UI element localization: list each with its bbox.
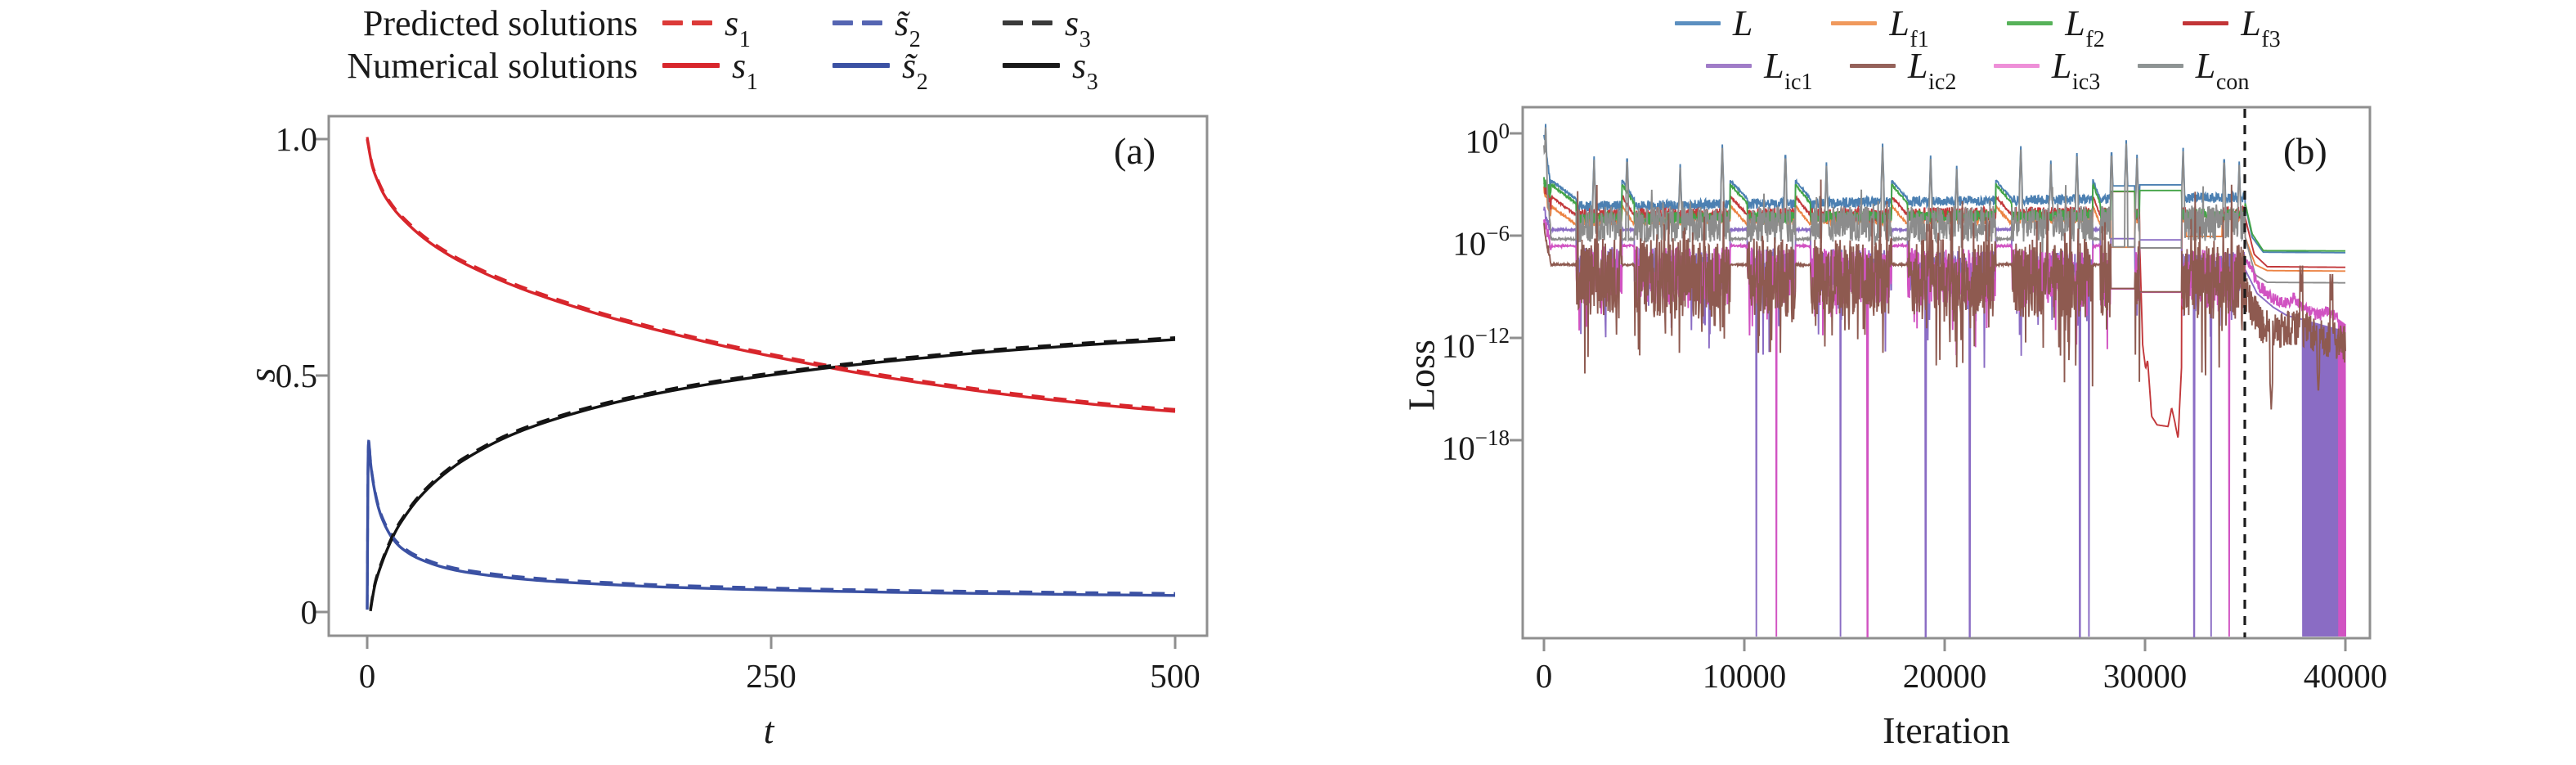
plot-b-frame [1521, 106, 2372, 640]
legend-label: s1 [732, 45, 758, 96]
dashed-line-swatch [1003, 20, 1052, 25]
legend-label: L [1732, 2, 1753, 43]
series-line [366, 138, 1176, 413]
legend-label: s̃2 [902, 45, 928, 96]
legend-label: Lic1 [1764, 45, 1813, 96]
legend-item-Lf1: Lf1 [1831, 2, 1929, 53]
dashed-line-swatch [662, 20, 712, 25]
plot-a-ytick-label-1.0: 1.0 [275, 120, 317, 158]
dashed-line-swatch [832, 20, 882, 25]
solid-line-swatch [662, 63, 720, 68]
legend-item-s3-predicted: s3 [1003, 2, 1173, 53]
solid-line-swatch [1706, 63, 1752, 68]
legend-title-predicted: Predicted solutions [362, 2, 638, 43]
plot-b-xtick-label-40000: 40000 [2303, 657, 2388, 695]
plot-a-curves [366, 137, 1176, 612]
legend-item-s1-numerical: s1 [662, 45, 832, 96]
series-line [366, 438, 1176, 608]
legend-item-Lic2: Lic2 [1849, 45, 1957, 96]
solid-line-swatch [1831, 20, 1878, 25]
plot-b-ytick-label-1e-12: 10−12 [1441, 322, 1510, 365]
plot-a-xtick-label-250: 250 [746, 657, 797, 695]
legend-label: Lf2 [2065, 2, 2105, 53]
legend-b-row-1: L Lf1 Lf2 Lf3 [1585, 2, 2370, 53]
solid-line-swatch [1993, 63, 2040, 68]
legend-b-row-2: Lic1 Lic2 Lic3 Lcon [1585, 44, 2370, 96]
plot-b-ylabel: Loss [1400, 340, 1443, 411]
legend-item-Lic1: Lic1 [1706, 45, 1813, 96]
plot-b-ytick-label-1e-6: 10−6 [1452, 220, 1510, 263]
legend-item-Lcon: Lcon [2137, 45, 2250, 96]
legend-item-Lf3: Lf3 [2183, 2, 2281, 53]
plot-b-ytick-label-1e-18: 10−18 [1441, 425, 1510, 467]
series-line [369, 336, 1176, 610]
series-line [369, 338, 1176, 612]
series-line [1543, 179, 2346, 410]
plot-b-annotation: (b) [2283, 130, 2327, 172]
plot-b-xtick-label-0: 0 [1535, 657, 1553, 695]
plot-a-xtick-label-500: 500 [1150, 657, 1200, 695]
legend-label: Lcon [2195, 45, 2250, 96]
plot-b-curves [1543, 124, 2346, 637]
legend-label: Lf3 [2241, 2, 2281, 53]
plot-a-ylabel: s [240, 367, 283, 383]
plot-b-xtick-label-20000: 20000 [1902, 657, 1987, 695]
legend-label: Lic3 [2051, 45, 2101, 96]
solid-line-swatch [2007, 20, 2053, 25]
plot-a-xlabel: t [763, 709, 774, 751]
legend-item-s2tilde-predicted: s̃2 [832, 2, 1003, 53]
series-line [366, 137, 1176, 411]
legend-item-s1-predicted: s1 [662, 2, 832, 53]
legend-row-predicted: Predicted solutions s1 s̃2 s3 [192, 2, 1173, 53]
solid-line-swatch [1003, 63, 1060, 68]
series-line [1543, 127, 2345, 284]
solid-line-swatch [1674, 20, 1721, 25]
legend-item-Lf2: Lf2 [2007, 2, 2105, 53]
legend-item-L: L [1674, 2, 1753, 44]
legend-label: Lic2 [1907, 45, 1957, 96]
legend-item-Lic3: Lic3 [1993, 45, 2101, 96]
legend-plot-a: Predicted solutions s1 s̃2 s3 Numerical … [192, 2, 1173, 96]
plot-b-xlabel: Iteration [1883, 709, 2010, 751]
plot-a-ytick-label-0: 0 [300, 593, 318, 631]
legend-label: s3 [1065, 2, 1091, 53]
legend-label: Lf1 [1889, 2, 1929, 53]
solid-line-swatch [1849, 63, 1896, 68]
plot-b-xtick-label-30000: 30000 [2103, 657, 2188, 695]
legend-label: s3 [1072, 45, 1098, 96]
legend-title-numerical: Numerical solutions [347, 45, 638, 86]
plot-b-ytick-label-1e0: 100 [1465, 118, 1510, 160]
solid-line-swatch [832, 63, 890, 68]
plot-a-xtick-label-0: 0 [358, 657, 376, 695]
legend-item-s3-numerical: s3 [1003, 45, 1173, 96]
plot-b-xtick-label-10000: 10000 [1702, 657, 1787, 695]
solid-line-swatch [2183, 20, 2229, 25]
plot-a-annotation: (a) [1114, 130, 1156, 172]
plot-a-ytick-label-0.5: 0.5 [275, 357, 317, 394]
solid-line-swatch [2137, 63, 2183, 68]
legend-item-s2tilde-numerical: s̃2 [832, 45, 1003, 96]
legend-label: s1 [725, 2, 751, 53]
series-line [366, 440, 1176, 610]
legend-plot-b: L Lf1 Lf2 Lf3 Lic1 Lic2 [1585, 2, 2370, 96]
legend-row-numerical: Numerical solutions s1 s̃2 s3 [192, 44, 1173, 96]
legend-label: s̃2 [895, 2, 921, 53]
series-line [1543, 124, 2345, 254]
